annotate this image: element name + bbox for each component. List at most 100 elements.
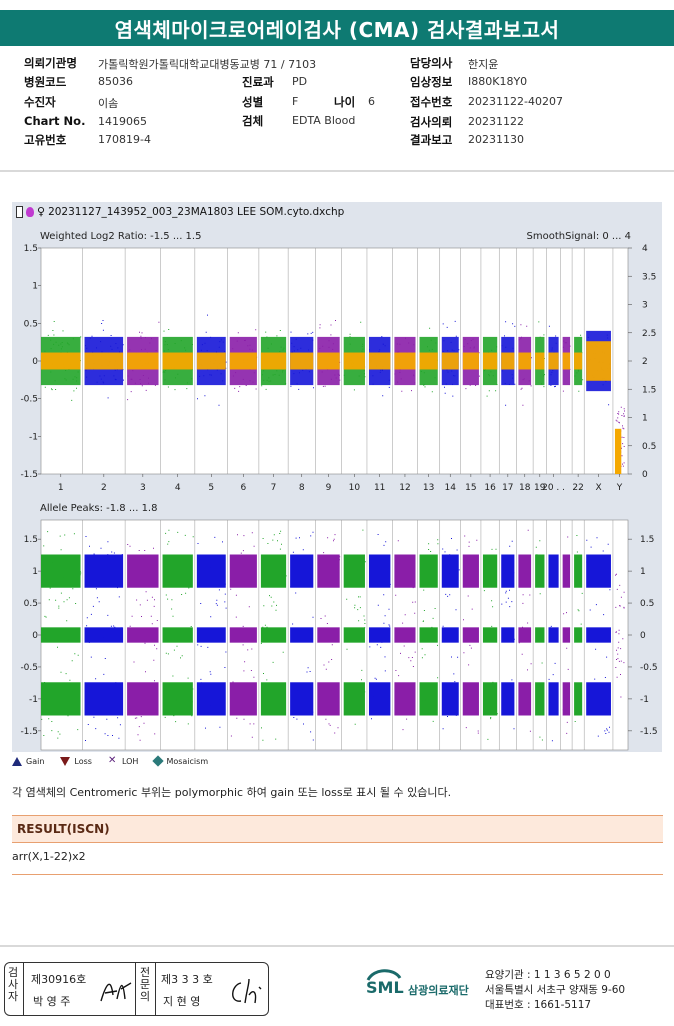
allele-y2-tick-2: 0.5 (640, 599, 654, 609)
allele-peak-chr4-1 (162, 627, 193, 643)
allele-peak-chr19-0 (535, 682, 545, 716)
log2-outliers-chr16 (484, 346, 498, 397)
smooth-signal-chr12 (394, 352, 416, 370)
allele-peak-chr2-0 (84, 682, 124, 716)
log2-panel-title: Weighted Log2 Ratio: -1.5 ... 1.5 (40, 231, 201, 242)
allele-peak-chr11-2 (368, 554, 391, 588)
institution-label: 의뢰기관명 (24, 56, 77, 70)
chart-legend: Gain Loss ✕ LOH Mosaicism (12, 755, 208, 767)
allele-peak-chrX-0 (586, 682, 611, 716)
smooth-signal-chr20 (548, 352, 559, 370)
x-tick-label-20: 20 . . (542, 483, 565, 493)
result-value: arr(X,1-22)x2 (12, 850, 86, 863)
allele-peak-chr1-2 (41, 554, 81, 588)
allele-outliers-chr19 (535, 540, 543, 741)
chart-no-value: 1419065 (98, 115, 147, 128)
allele-peak-chr19-1 (535, 627, 545, 643)
chart-no-label: Chart No. (24, 114, 86, 128)
allele-peak-chr14-1 (441, 627, 459, 643)
allele-y-tick-4: -0.5 (20, 663, 38, 673)
x-tick-label-3: 3 (140, 483, 146, 493)
chart-filename: 20231127_143952_003_23MA1803 LEE SOM.cyt… (48, 205, 345, 218)
file-icon (16, 205, 23, 218)
smooth-signal-chr13 (419, 352, 438, 370)
allele-peak-chr1-1 (41, 627, 81, 643)
allele-peak-chr17-0 (501, 682, 515, 716)
allele-peak-chr22-2 (574, 554, 583, 588)
allele-peak-chr10-1 (343, 627, 365, 643)
allele-peak-chr20-0 (548, 682, 559, 716)
x-tick-label-12: 12 (399, 483, 410, 493)
allele-peak-chr5-0 (196, 682, 226, 716)
centromere-note: 각 염색체의 Centromeric 부위는 polymorphic 하여 ga… (12, 786, 452, 799)
allele-peak-chr12-0 (394, 682, 416, 716)
tester-label-text: 검사자 (7, 966, 19, 1003)
allele-peak-chr8-1 (290, 627, 314, 643)
smooth-signal-chr8 (290, 352, 314, 370)
sex-value: F (292, 95, 299, 108)
x-tick-label-16: 16 (484, 483, 496, 493)
institution-info: 요양기관 : 1 1 3 6 5 2 0 0 서울특별시 서초구 양재동 9-6… (485, 968, 625, 1013)
smooth-signal-chr3 (127, 352, 159, 370)
smooth-signal-chr16 (482, 352, 498, 370)
allele-y-tick-0: 1.5 (24, 535, 38, 545)
allele-peak-chr13-2 (419, 554, 438, 588)
x-tick-label-22: 22 (572, 483, 583, 493)
clinical-value: I880K18Y0 (468, 75, 528, 88)
smooth-signal-chr9 (317, 352, 340, 370)
legend-mosaicism: Mosaicism (152, 755, 208, 767)
allele-peak-chr14-0 (441, 682, 459, 716)
allele-peak-chr18-0 (518, 682, 532, 716)
smooth-signal-chr2 (84, 352, 124, 370)
cma-chart-panel: ♀ 20231127_143952_003_23MA1803 LEE SOM.c… (12, 202, 662, 752)
age-label: 나이 (334, 95, 356, 109)
allele-peak-chr6-2 (229, 554, 257, 588)
log2-y-tick-0: 1.5 (24, 244, 38, 254)
smooth-y-tick-7: 0.5 (642, 442, 656, 452)
allele-peak-chr12-2 (394, 554, 416, 588)
x-tick-label-2: 2 (101, 483, 107, 493)
smooth-signal-chr15 (462, 352, 479, 370)
tester-name: 박 영 주 (33, 995, 71, 1008)
allele-outliers-chr9 (319, 534, 341, 734)
allele-peak-chr2-1 (84, 627, 124, 643)
receipt-no-value: 20231122-40207 (468, 95, 563, 108)
smooth-signal-chr18 (518, 352, 532, 370)
sign-divider-3 (155, 963, 156, 1015)
specimen-value: EDTA Blood (292, 114, 356, 127)
smooth-y-tick-0: 4 (642, 244, 648, 254)
allele-peak-chr18-1 (518, 627, 532, 643)
doctor-value: 한지윤 (468, 58, 499, 71)
allele-peak-chr7-2 (260, 554, 287, 588)
allele-peak-chr5-2 (196, 554, 226, 588)
doctor-label: 담당의사 (410, 56, 453, 70)
x-tick-label-14: 14 (445, 483, 457, 493)
receipt-no-label: 접수번호 (410, 95, 453, 109)
smooth-y-tick-3: 2.5 (642, 329, 656, 339)
smooth-signal-chr7 (260, 352, 287, 370)
allele-peak-chr16-0 (482, 682, 498, 716)
log2-y-tick-1: 1 (32, 282, 38, 292)
legend-loh: ✕ LOH (108, 756, 138, 766)
institution-value: 가톨릭학원가톨릭대학교대병동교병 71 / 7103 (98, 58, 317, 71)
allele-peak-chr13-0 (419, 682, 438, 716)
log2-points-chrY (615, 406, 625, 475)
allele-peak-chr11-0 (368, 682, 391, 716)
allele-peak-chr15-2 (462, 554, 479, 588)
smooth-signal-chr11 (368, 352, 391, 370)
x-tick-label-17: 17 (502, 483, 513, 493)
allele-y2-tick-0: 1.5 (640, 535, 654, 545)
allele-peak-chr9-0 (317, 682, 340, 716)
allele-peak-chrX-1 (586, 627, 611, 643)
allele-peak-chr15-1 (462, 627, 479, 643)
bulb-icon (26, 206, 34, 217)
smooth-y-tick-2: 3 (642, 301, 648, 311)
allele-peak-chr19-2 (535, 554, 545, 588)
x-tick-label-7: 7 (271, 483, 277, 493)
legend-loh-label: LOH (121, 756, 139, 766)
allele-peak-chr4-0 (162, 682, 193, 716)
smooth-signal-chr10 (343, 352, 365, 370)
x-tick-label-X: X (595, 483, 601, 493)
specialist-signature (232, 978, 262, 1004)
gain-icon (12, 756, 22, 766)
